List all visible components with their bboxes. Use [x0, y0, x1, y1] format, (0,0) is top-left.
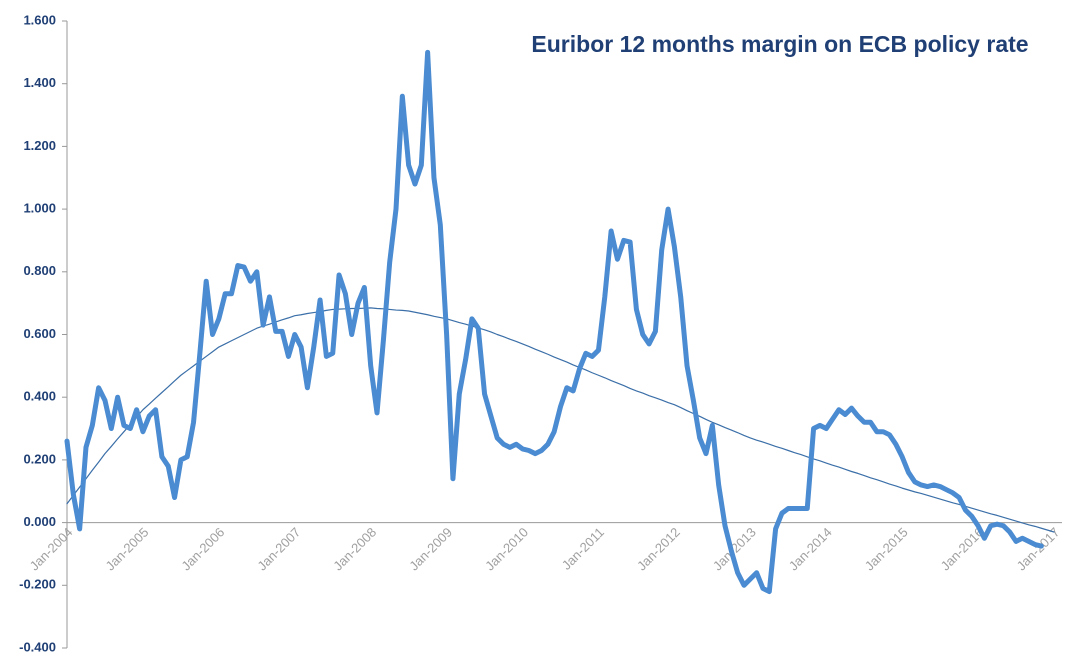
x-tick-label: Jan-2004	[27, 525, 76, 574]
x-tick-label: Jan-2009	[406, 525, 455, 574]
x-tick-label: Jan-2008	[330, 525, 379, 574]
y-tick-label: 0.600	[23, 326, 56, 341]
x-tick-label: Jan-2006	[178, 525, 227, 574]
y-tick-label: 1.600	[23, 12, 56, 27]
y-tick-label: 1.400	[23, 75, 56, 90]
y-tick-label: 0.000	[23, 514, 56, 529]
y-tick-label: 1.000	[23, 201, 56, 216]
x-tick-label: Jan-2014	[786, 525, 835, 574]
chart-title: Euribor 12 months margin on ECB policy r…	[531, 31, 1028, 57]
x-tick-label: Jan-2011	[559, 525, 607, 573]
x-tick-label: Jan-2015	[862, 525, 911, 574]
x-tick-label: Jan-2012	[634, 525, 683, 574]
data-line	[64, 49, 1044, 595]
trend-line	[66, 307, 1055, 533]
x-tick-label: Jan-2017	[1014, 525, 1063, 574]
y-tick-label: 0.400	[23, 389, 56, 404]
x-tick-label: Jan-2010	[482, 525, 531, 574]
x-tick-label: Jan-2007	[254, 525, 303, 574]
y-tick-label: 0.200	[23, 451, 56, 466]
y-tick-label: -0.400	[19, 639, 56, 654]
y-tick-label: -0.200	[19, 577, 56, 592]
x-tick-label: Jan-2005	[103, 525, 152, 574]
y-tick-label: 1.200	[23, 138, 56, 153]
y-tick-label: 0.800	[23, 263, 56, 278]
